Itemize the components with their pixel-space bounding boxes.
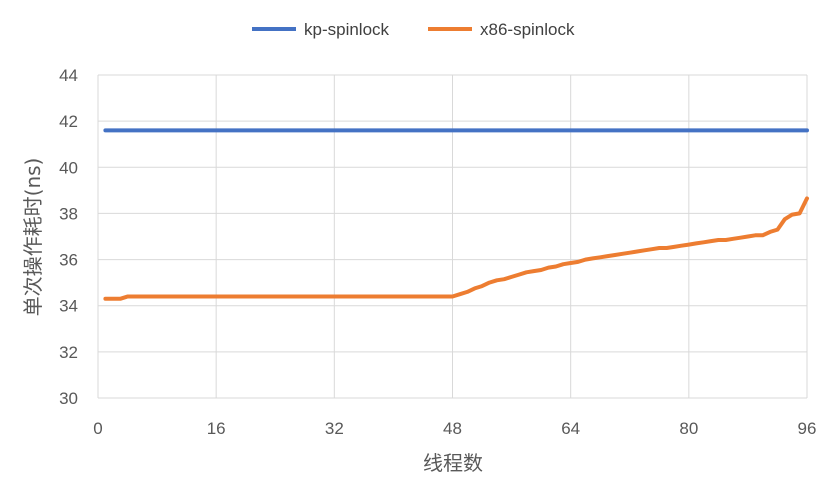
- series-lines: [103, 128, 809, 301]
- x-tick-label: 32: [325, 419, 344, 438]
- y-tick-label: 44: [59, 66, 78, 85]
- legend-label-x86-spinlock: x86-spinlock: [480, 20, 575, 39]
- x-tick-label: 64: [561, 419, 580, 438]
- y-tick-label: 40: [59, 158, 78, 177]
- gridlines: [97, 74, 808, 399]
- legend: kp-spinlock x86-spinlock: [252, 20, 575, 39]
- y-axis-ticks: 30 32 34 36 38 40 42 44: [59, 66, 78, 408]
- x-tick-label: 16: [207, 419, 226, 438]
- y-tick-label: 38: [59, 204, 78, 223]
- legend-label-kp-spinlock: kp-spinlock: [304, 20, 390, 39]
- y-tick-label: 34: [59, 297, 78, 316]
- x-tick-label: 96: [798, 419, 817, 438]
- y-tick-label: 42: [59, 112, 78, 131]
- y-tick-label: 30: [59, 389, 78, 408]
- x-tick-label: 80: [679, 419, 698, 438]
- y-tick-label: 32: [59, 343, 78, 362]
- y-tick-label: 36: [59, 251, 78, 270]
- x-axis-ticks: 0 16 32 48 64 80 96: [93, 419, 816, 438]
- y-axis-title: 单次操作耗时(ns): [21, 158, 45, 317]
- x-tick-label: 48: [443, 419, 462, 438]
- x-tick-label: 0: [93, 419, 102, 438]
- x-axis-title: 线程数: [423, 451, 483, 475]
- series-line-x86-spinlock: [103, 196, 809, 301]
